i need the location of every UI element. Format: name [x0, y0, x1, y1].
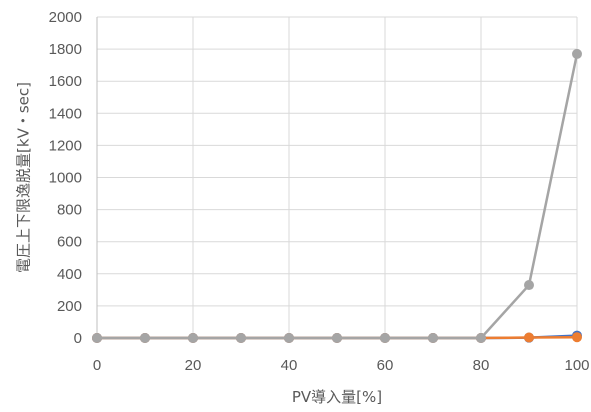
grid: [97, 16, 578, 338]
data-point: [524, 280, 534, 291]
data-point: [380, 333, 390, 343]
series-group: [92, 48, 582, 343]
data-point: [236, 333, 246, 343]
tick-labels: 0 200 400 600 800 1000 1200 1400 1600 1800 2000 0 20…: [49, 9, 590, 374]
y-tick-label: 0: [74, 330, 82, 347]
y-tick-label: 800: [57, 202, 82, 219]
x-tick-label: 100: [564, 357, 589, 374]
y-tick-label: 1400: [49, 105, 82, 122]
y-axis-title: 電圧上下限逸脱量[kV・sec]: [15, 82, 33, 273]
x-tick-label: 20: [185, 357, 202, 374]
y-tick-label: 1000: [49, 170, 82, 187]
data-point: [140, 333, 150, 343]
y-tick-label: 1200: [49, 137, 82, 154]
series-2: [92, 48, 582, 343]
data-point: [572, 48, 582, 59]
y-tick-label: 600: [57, 234, 82, 251]
y-tick-label: 1800: [49, 41, 82, 58]
y-tick-label: 2000: [49, 9, 82, 26]
data-point: [524, 332, 534, 343]
data-point: [476, 333, 486, 343]
x-axis-title: PV導入量[%]: [292, 388, 382, 406]
y-tick-label: 1600: [49, 73, 82, 90]
data-point: [92, 333, 102, 343]
data-point: [188, 333, 198, 343]
x-tick-label: 40: [281, 357, 298, 374]
data-point: [284, 333, 294, 343]
series-line: [97, 53, 579, 340]
data-point: [428, 333, 438, 343]
x-tick-label: 60: [377, 357, 394, 374]
x-tick-label: 0: [93, 357, 101, 374]
data-point: [572, 332, 582, 343]
data-point: [332, 333, 342, 343]
y-tick-label: 200: [57, 298, 82, 315]
y-tick-label: 400: [57, 266, 82, 283]
x-tick-label: 80: [473, 357, 490, 374]
